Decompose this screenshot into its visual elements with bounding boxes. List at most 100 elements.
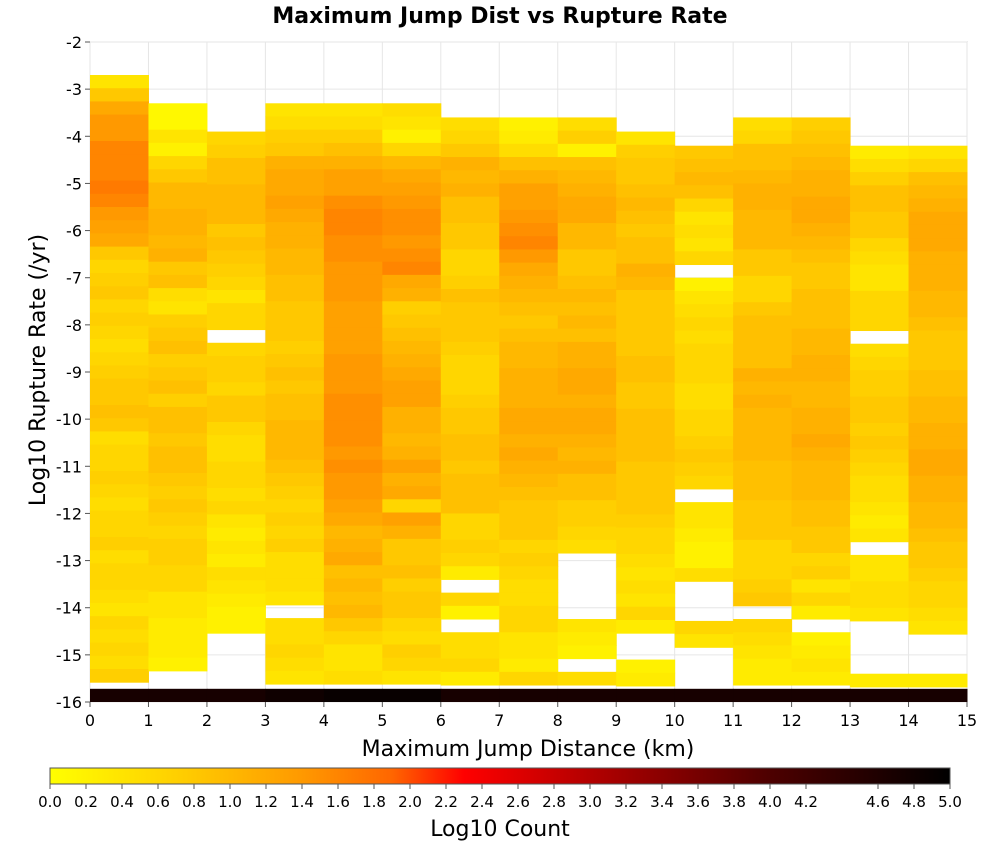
heatmap-cell (148, 116, 208, 131)
heatmap-cell (206, 250, 266, 265)
heatmap-cell (616, 289, 676, 304)
heatmap-cell (674, 145, 734, 160)
heatmap-cell (616, 171, 676, 185)
heatmap-cell (791, 688, 851, 702)
heatmap-cell (791, 421, 851, 435)
heatmap-cell (90, 378, 149, 393)
heatmap-cell (616, 237, 676, 251)
heatmap-cell (616, 580, 676, 595)
heatmap-cell (499, 143, 559, 158)
heatmap-cells (90, 75, 968, 702)
heatmap-cell (265, 420, 325, 434)
heatmap-cell (148, 406, 208, 421)
x-tick-label: 13 (840, 711, 860, 730)
x-axis-ticks: 0 1 2 3 4 5 6 7 8 9 10 11 12 13 14 15 (85, 702, 977, 730)
heatmap-cell (557, 368, 617, 382)
heatmap-cell (791, 223, 851, 237)
heatmap-cell (499, 487, 559, 501)
heatmap-cell (265, 116, 325, 131)
heatmap-cell (440, 473, 500, 488)
heatmap-cell (265, 380, 325, 395)
heatmap-cell (382, 512, 442, 527)
heatmap-cell (90, 655, 149, 670)
heatmap-cell (616, 223, 676, 238)
heatmap-cell (557, 196, 617, 211)
heatmap-cell (791, 341, 851, 356)
heatmap-cell (90, 286, 149, 300)
heatmap-cell (557, 460, 617, 475)
heatmap-cell (382, 591, 442, 606)
heatmap-cell (90, 207, 149, 221)
heatmap-cell (265, 459, 325, 474)
heatmap-cell (382, 142, 442, 157)
heatmap-cell (908, 409, 968, 424)
heatmap-cell (148, 340, 208, 355)
heatmap-cell (616, 355, 676, 370)
heatmap-cell (616, 276, 676, 291)
heatmap-cell (557, 157, 617, 171)
heatmap-cell (674, 462, 734, 477)
heatmap-cell (90, 537, 149, 551)
heatmap-cell (850, 356, 910, 371)
heatmap-cell (323, 631, 383, 645)
heatmap-cell (265, 156, 325, 170)
heatmap-cell (733, 579, 793, 594)
heatmap-cell (557, 130, 617, 145)
heatmap-cell (733, 262, 793, 277)
heatmap-cell (382, 314, 442, 329)
heatmap-cell (382, 327, 442, 342)
heatmap-cell (616, 527, 676, 542)
heatmap-cell (148, 644, 208, 659)
heatmap-cell (499, 592, 559, 607)
heatmap-cell (440, 688, 500, 702)
heatmap-cell (908, 356, 968, 371)
heatmap-cell (382, 367, 442, 381)
heatmap-cell (148, 103, 208, 117)
heatmap-cell (90, 220, 149, 234)
heatmap-cell (733, 421, 793, 435)
heatmap-cell (206, 369, 266, 383)
heatmap-cell (674, 304, 734, 318)
heatmap-cell (850, 343, 910, 358)
heatmap-cell (557, 632, 617, 646)
heatmap-cell (148, 393, 208, 408)
heatmap-cell (499, 381, 559, 396)
heatmap-cell (382, 688, 442, 702)
heatmap-cell (382, 248, 442, 263)
heatmap-cell (791, 170, 851, 184)
heatmap-cell (908, 370, 968, 384)
heatmap-cell (674, 688, 734, 702)
heatmap-cell (908, 396, 968, 411)
heatmap-cell (265, 406, 325, 421)
heatmap-cell (206, 382, 266, 397)
colorbar-tick-label: 2.0 (398, 793, 422, 811)
heatmap-cell (323, 327, 383, 342)
heatmap-cell (323, 525, 383, 540)
heatmap-cell (850, 502, 910, 516)
heatmap-cell (440, 328, 500, 343)
colorbar-tick-label: 0.6 (146, 793, 170, 811)
heatmap-cell (382, 301, 442, 315)
heatmap-cell (616, 567, 676, 581)
y-tick-label: -7 (66, 269, 82, 288)
y-tick-label: -15 (56, 646, 82, 665)
heatmap-cell (616, 688, 676, 702)
heatmap-cell (499, 275, 559, 290)
heatmap-cell (850, 554, 910, 569)
heatmap-cell (557, 671, 617, 686)
heatmap-cell (499, 262, 559, 277)
colorbar-ticks: 0.0 0.2 0.4 0.6 0.8 1.0 1.2 1.4 1.6 1.8 2.0 2.2 2.4 2… (38, 784, 962, 811)
heatmap-cell (850, 277, 910, 292)
heatmap-cell (206, 316, 266, 331)
heatmap-cell (323, 222, 383, 236)
heatmap-cell (206, 408, 266, 423)
heatmap-cell (148, 538, 208, 553)
heatmap-cell (323, 486, 383, 500)
heatmap-cell (791, 605, 851, 620)
heatmap-cell (323, 274, 383, 289)
heatmap-cell (382, 406, 442, 421)
heatmap-cell (90, 405, 149, 419)
heatmap-cell (206, 501, 266, 515)
heatmap-cell (557, 500, 617, 514)
heatmap-cell (206, 223, 266, 238)
